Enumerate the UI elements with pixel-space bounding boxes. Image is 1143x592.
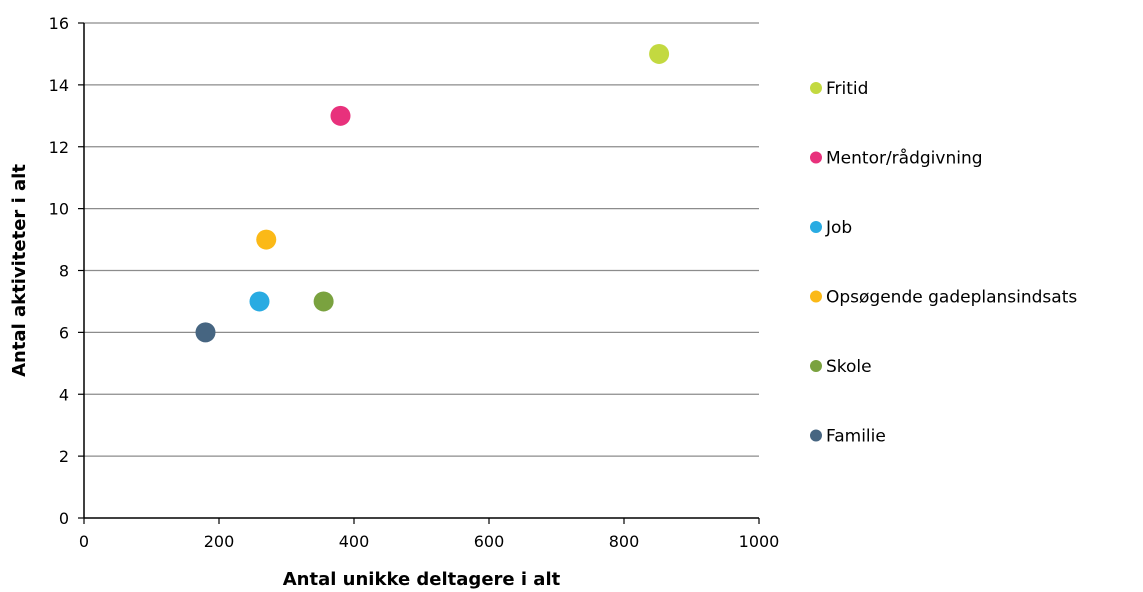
y-tick-label-8: 8 bbox=[59, 262, 69, 281]
x-axis-title: Antal unikke deltagere i alt bbox=[283, 569, 561, 590]
y-tick-label-6: 6 bbox=[59, 323, 69, 342]
y-tick-label-0: 0 bbox=[59, 509, 69, 528]
legend-label-mentor-rådgivning: Mentor/rådgivning bbox=[826, 148, 983, 169]
y-tick-label-16: 16 bbox=[49, 14, 69, 33]
legend: Fritid Mentor/rådgivning Job Opsøgende gade… bbox=[810, 79, 1077, 447]
x-tick-label-1000: 1000 bbox=[739, 532, 780, 551]
point-mentor-rådgivning bbox=[330, 105, 351, 126]
y-axis-title: Antal aktiviteter i alt bbox=[9, 164, 30, 377]
point-opsøgende-gadeplansindsats bbox=[256, 229, 277, 250]
legend-marker-opsøgende-gadeplansindsats bbox=[810, 290, 822, 303]
legend-label-job: Job bbox=[825, 218, 852, 238]
x-tick-label-800: 800 bbox=[609, 532, 640, 551]
x-tick-label-400: 400 bbox=[339, 532, 370, 551]
point-skole bbox=[313, 291, 334, 312]
x-tick-label-600: 600 bbox=[474, 532, 505, 551]
y-tick-label-2: 2 bbox=[59, 447, 69, 466]
x-tick-label-0: 0 bbox=[79, 532, 89, 551]
y-tick-label-14: 14 bbox=[49, 76, 69, 95]
legend-marker-mentor-rådgivning bbox=[810, 151, 822, 164]
y-tick-label-10: 10 bbox=[49, 200, 69, 219]
legend-label-opsøgende-gadeplansindsats: Opsøgende gadeplansindsats bbox=[826, 288, 1077, 308]
legend-marker-familie bbox=[810, 429, 822, 442]
legend-label-skole: Skole bbox=[826, 357, 872, 377]
data-points bbox=[195, 43, 670, 343]
x-tick-label-200: 200 bbox=[204, 532, 235, 551]
legend-marker-skole bbox=[810, 360, 822, 372]
gridlines bbox=[84, 22, 759, 457]
point-familie bbox=[195, 322, 216, 343]
point-fritid bbox=[649, 43, 670, 64]
x-tick-labels: 0 200 400 600 800 1000 bbox=[79, 532, 779, 551]
legend-marker-fritid bbox=[810, 82, 822, 94]
legend-label-familie: Familie bbox=[826, 427, 886, 447]
legend-label-fritid: Fritid bbox=[826, 79, 868, 99]
y-tick-label-4: 4 bbox=[59, 385, 69, 404]
y-tick-labels: 0 2 4 6 8 10 12 14 16 bbox=[49, 14, 69, 528]
point-job bbox=[249, 291, 270, 312]
axes bbox=[78, 22, 760, 524]
legend-marker-job bbox=[810, 221, 822, 233]
y-tick-label-12: 12 bbox=[49, 138, 69, 157]
